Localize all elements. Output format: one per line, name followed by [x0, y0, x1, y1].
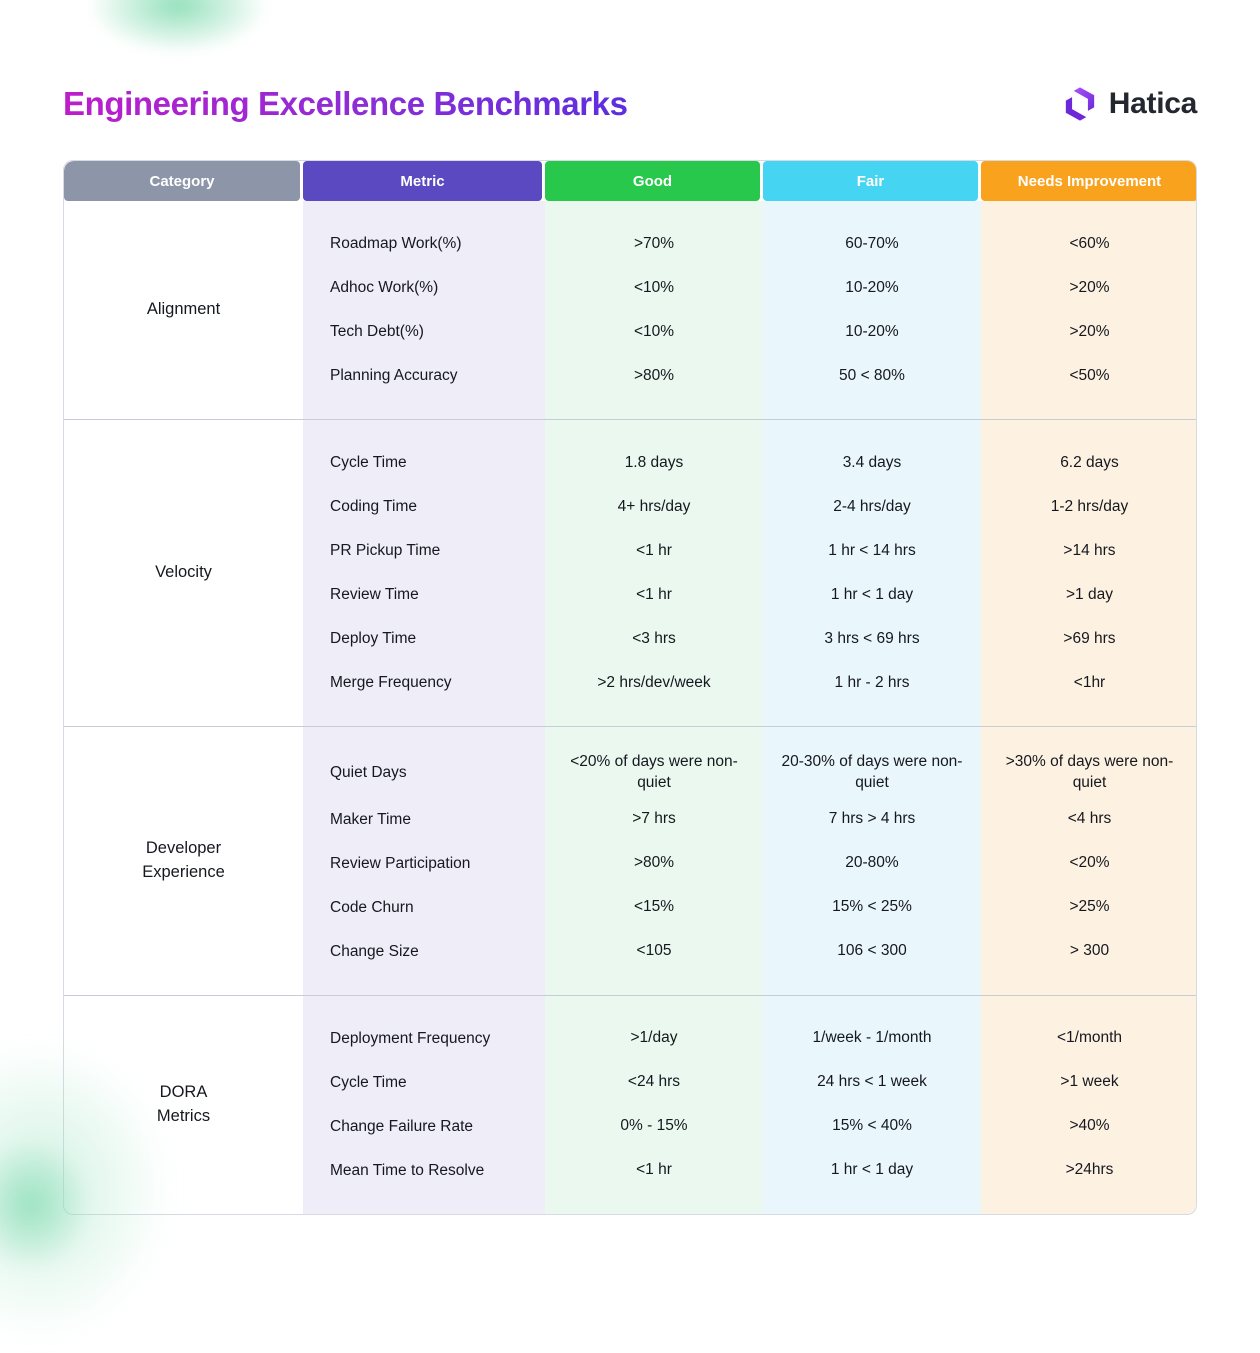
good-cell: <1 hr [636, 1161, 672, 1179]
metric-cell: Quiet Days [330, 763, 407, 781]
good-cell: <1 hr [636, 585, 672, 603]
fair-cell: 1 hr < 1 day [830, 1161, 914, 1179]
needs-improvement-cell: >20% [1069, 322, 1110, 340]
metric-cell: Change Failure Rate [330, 1117, 474, 1135]
needs-improvement-cell: <50% [1069, 366, 1110, 384]
metric-cell: Code Churn [330, 898, 414, 916]
table-header-needs-improvement: Needs Improvement [981, 161, 1196, 201]
decorative-blob-top-left [88, 0, 268, 54]
metric-cell: Roadmap Work(%) [330, 235, 462, 252]
needs-improvement-cell: >24hrs [1065, 1161, 1114, 1179]
fair-cell: 10-20% [845, 278, 899, 296]
fair-cell: 20-80% [845, 854, 899, 872]
needs-improvement-cell: >1 day [1066, 585, 1113, 603]
fair-cell: 7 hrs > 4 hrs [828, 810, 916, 828]
metric-cell: Review Participation [330, 854, 471, 872]
fair-cell: 1 hr < 1 day [830, 585, 914, 603]
needs-improvement-cell: >14 hrs [1063, 541, 1116, 559]
good-cell: <10% [633, 278, 675, 296]
brand-name: Hatica [1108, 87, 1198, 120]
good-cell: <10% [633, 322, 675, 340]
fair-cell: 1 hr - 2 hrs [834, 673, 910, 691]
table-header-good: Good [545, 161, 760, 201]
category-cell: DORA Metrics [156, 1082, 211, 1125]
good-cell: >80% [633, 366, 675, 384]
fair-cell: 50 < 80% [839, 366, 905, 384]
fair-cell: 10-20% [845, 322, 899, 340]
hatica-icon [1060, 84, 1100, 124]
benchmark-group-dora-metrics: DORA Metrics Deployment Frequency >1/day… [64, 994, 1196, 1214]
good-cell: <15% [633, 898, 675, 916]
good-cell: >70% [633, 234, 675, 252]
brand-logo: Hatica [1060, 84, 1197, 124]
fair-cell: 15% < 25% [832, 898, 912, 916]
table-header-row: Category Metric Good Fair Needs Improvem… [64, 161, 1196, 201]
needs-improvement-cell: >20% [1069, 278, 1110, 296]
metric-cell: Tech Debt(%) [330, 323, 424, 340]
fair-cell: 24 hrs < 1 week [817, 1073, 927, 1091]
metric-cell: Deployment Frequency [330, 1029, 491, 1047]
needs-improvement-cell: >69 hrs [1063, 629, 1116, 647]
needs-improvement-cell: > 300 [1069, 942, 1110, 960]
fair-cell: 3 hrs < 69 hrs [824, 629, 920, 647]
metric-cell: Planning Accuracy [330, 367, 458, 384]
fair-cell: 60-70% [845, 234, 899, 252]
good-cell: >1/day [630, 1029, 678, 1047]
fair-cell: 3.4 days [842, 453, 902, 471]
benchmark-table: Category Metric Good Fair Needs Improvem… [63, 160, 1197, 1215]
metric-cell: Review Time [330, 586, 419, 603]
needs-improvement-cell: >30% of days were non-quiet [1005, 753, 1174, 791]
good-cell: >80% [633, 854, 675, 872]
good-cell: 1.8 days [624, 453, 684, 471]
good-cell: 0% - 15% [620, 1117, 688, 1135]
metric-cell: Deploy Time [330, 630, 417, 647]
metric-cell: PR Pickup Time [330, 542, 441, 559]
needs-improvement-cell: <4 hrs [1067, 810, 1112, 828]
benchmark-group-velocity: Velocity Cycle Time 1.8 days 3.4 days 6.… [64, 419, 1196, 726]
needs-improvement-cell: <1/month [1056, 1029, 1123, 1047]
table-body: Alignment Roadmap Work(%) >70% 60-70% <6… [64, 201, 1196, 1214]
benchmark-group-developer-experience: Developer Experience Quiet Days <20% of … [64, 726, 1196, 995]
page-title: Engineering Excellence Benchmarks [63, 85, 628, 122]
metric-cell: Maker Time [330, 810, 411, 828]
needs-improvement-cell: 1-2 hrs/day [1050, 497, 1129, 515]
metric-cell: Mean Time to Resolve [330, 1161, 485, 1179]
metric-cell: Adhoc Work(%) [330, 279, 439, 296]
fair-cell: 20-30% of days were non-quiet [781, 753, 963, 791]
good-cell: <105 [636, 942, 672, 960]
table-header-category: Category [64, 161, 300, 201]
category-cell: Velocity [155, 563, 212, 582]
fair-cell: 1 hr < 14 hrs [828, 541, 916, 559]
good-cell: 4+ hrs/day [617, 497, 691, 515]
needs-improvement-cell: >1 week [1060, 1073, 1119, 1091]
needs-improvement-cell: <20% [1069, 854, 1110, 872]
category-cell: Alignment [146, 300, 221, 319]
needs-improvement-cell: <60% [1069, 234, 1110, 252]
good-cell: >2 hrs/dev/week [597, 673, 711, 691]
metric-cell: Coding Time [330, 498, 418, 515]
good-cell: <3 hrs [632, 629, 676, 647]
table-header-fair: Fair [763, 161, 978, 201]
category-cell: Developer Experience [142, 839, 225, 881]
benchmark-group-alignment: Alignment Roadmap Work(%) >70% 60-70% <6… [64, 201, 1196, 419]
needs-improvement-cell: <1hr [1073, 673, 1106, 691]
good-cell: >7 hrs [632, 810, 676, 828]
needs-improvement-cell: >40% [1069, 1117, 1110, 1135]
needs-improvement-cell: >25% [1069, 898, 1110, 916]
good-cell: <1 hr [636, 541, 672, 559]
good-cell: <24 hrs [627, 1073, 681, 1091]
fair-cell: 106 < 300 [837, 942, 907, 960]
header-bar: Engineering Excellence Benchmarks Hatica [63, 84, 1197, 124]
fair-cell: 2-4 hrs/day [833, 497, 911, 515]
good-cell: <20% of days were non-quiet [570, 753, 738, 791]
table-header-metric: Metric [303, 161, 542, 201]
metric-cell: Change Size [330, 942, 419, 960]
fair-cell: 1/week - 1/month [812, 1029, 932, 1047]
metric-cell: Merge Frequency [330, 674, 452, 691]
needs-improvement-cell: 6.2 days [1060, 453, 1119, 471]
metric-cell: Cycle Time [330, 1073, 407, 1091]
metric-cell: Cycle Time [330, 454, 407, 471]
fair-cell: 15% < 40% [832, 1117, 912, 1135]
